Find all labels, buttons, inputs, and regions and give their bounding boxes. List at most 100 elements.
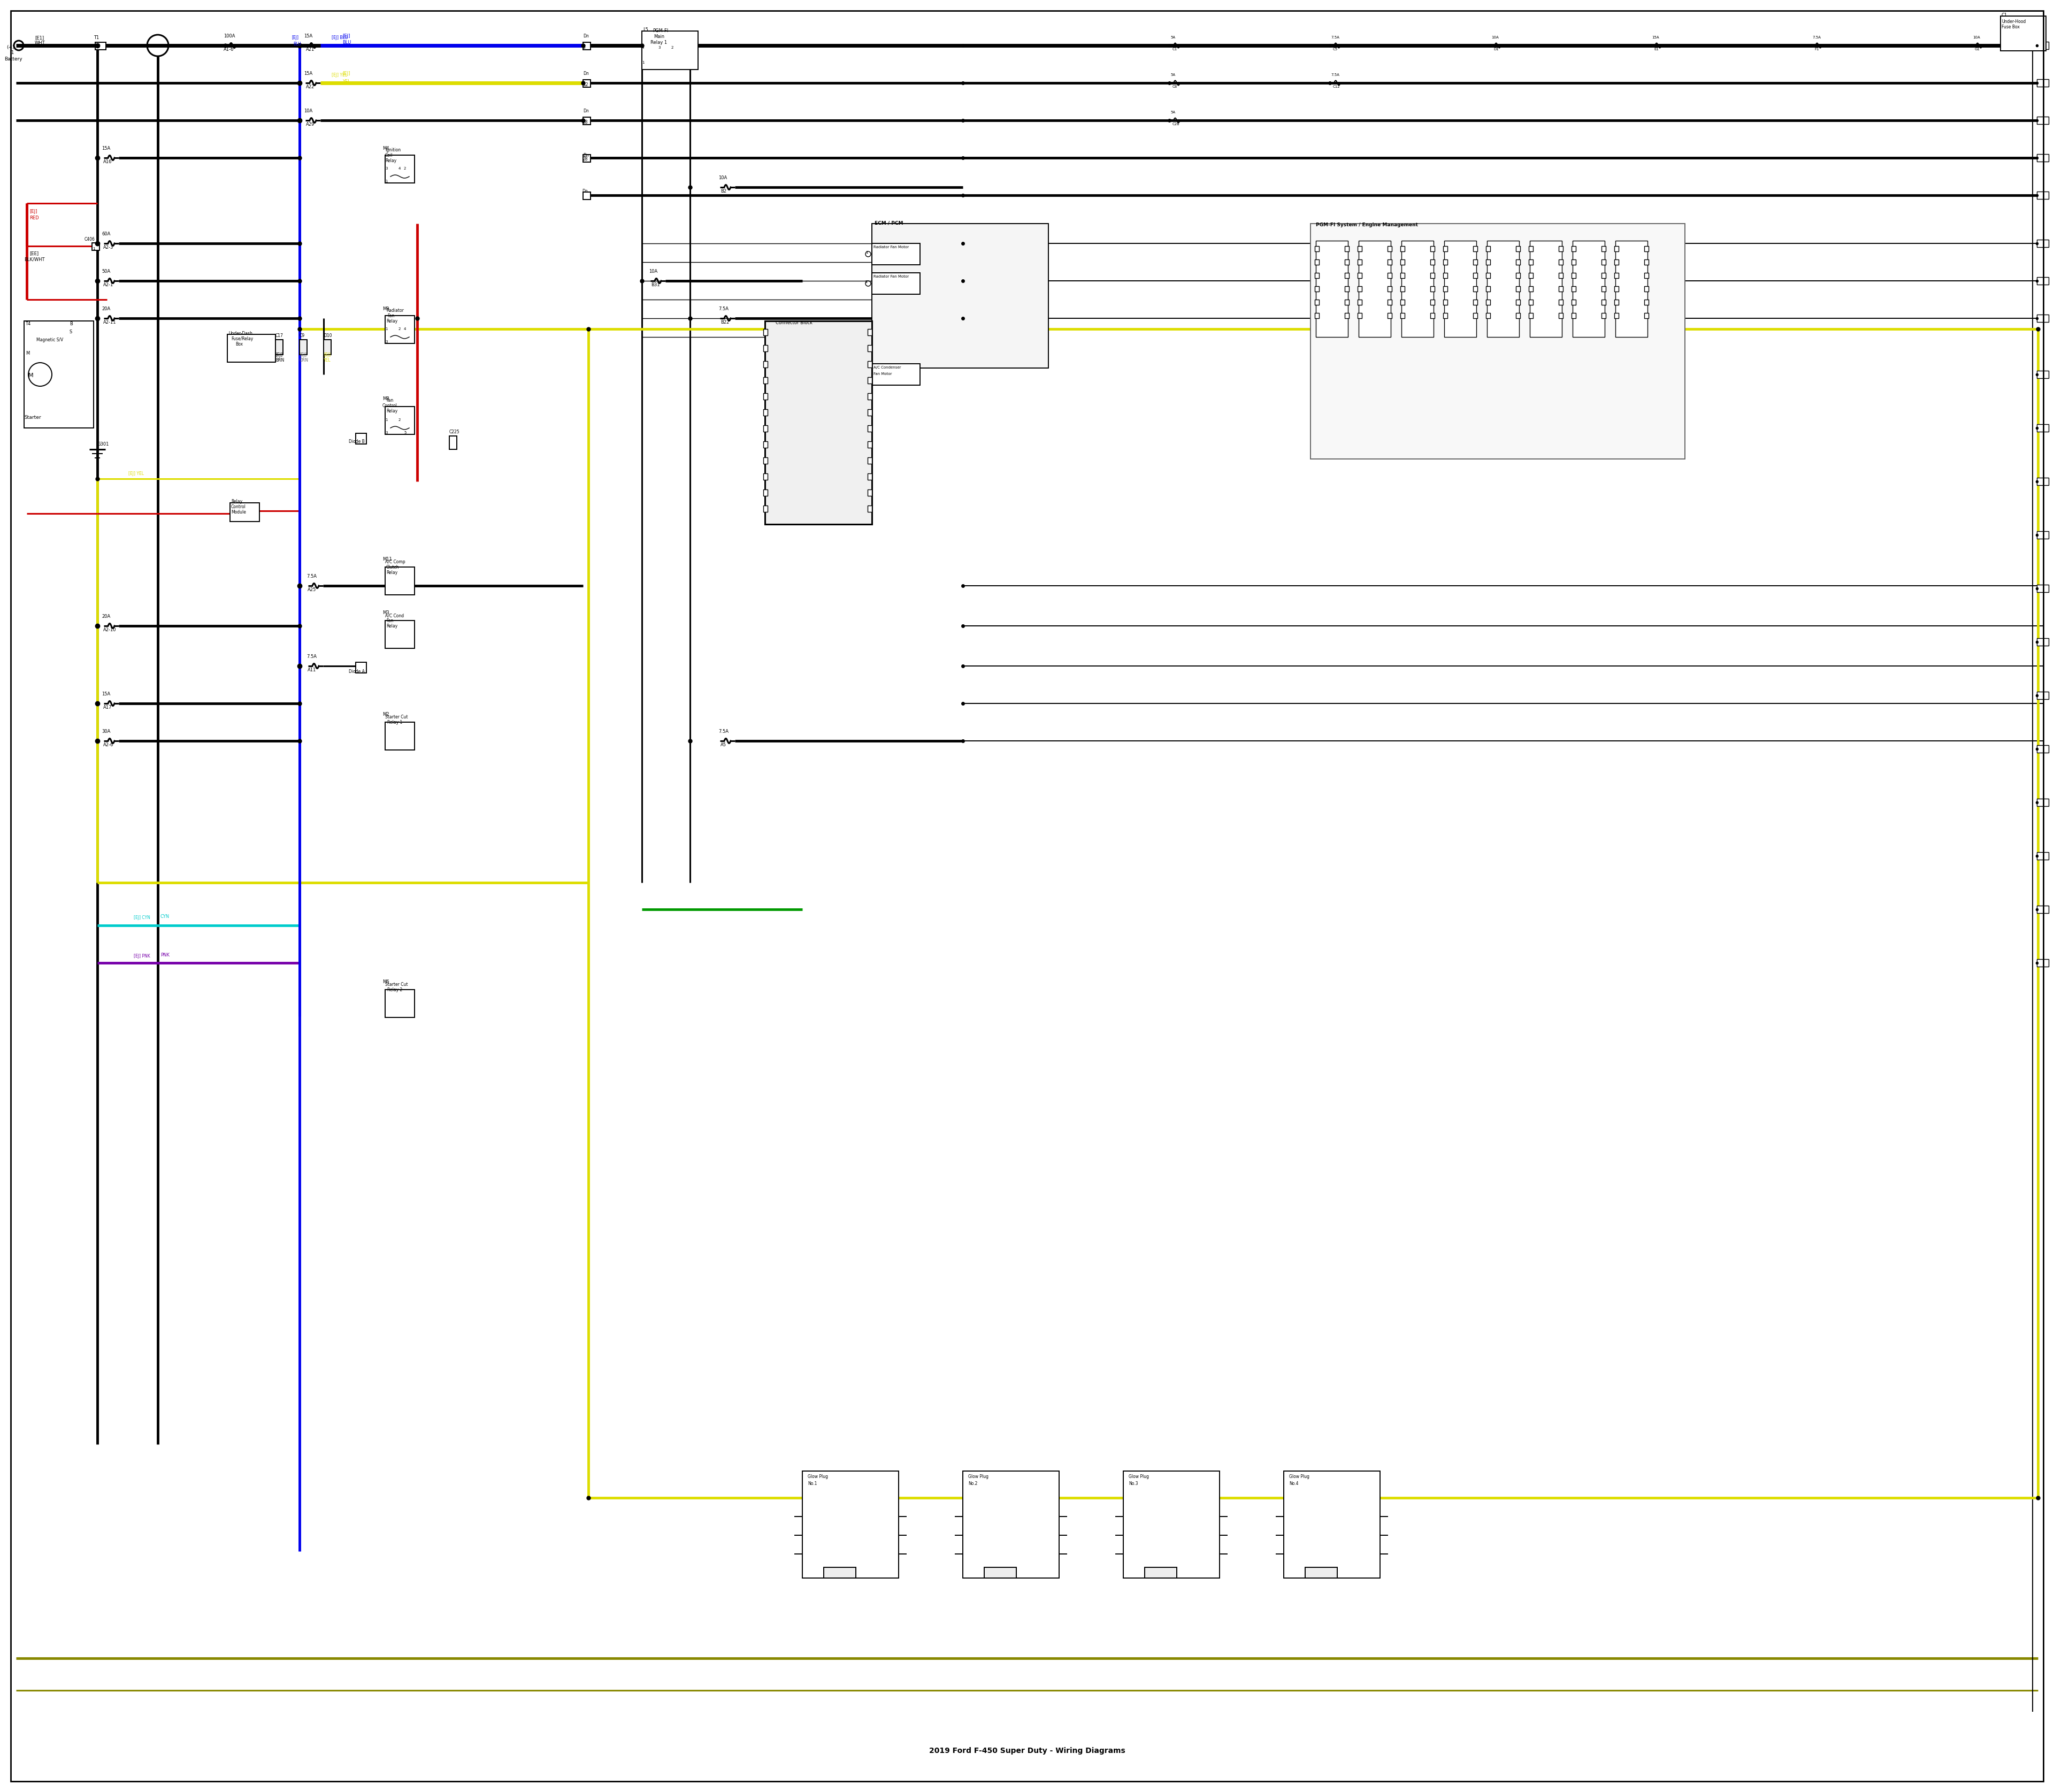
Bar	[1559, 260, 1563, 265]
Text: M2: M2	[382, 711, 388, 717]
Bar	[275, 340, 283, 355]
Text: 4: 4	[641, 47, 645, 48]
Text: 15A: 15A	[304, 34, 312, 38]
Text: BRN: BRN	[275, 358, 283, 362]
Text: 5A: 5A	[1171, 36, 1175, 39]
Text: C1: C1	[1173, 48, 1177, 50]
Bar	[1473, 299, 1477, 305]
Bar	[1358, 246, 1362, 251]
Bar	[871, 224, 1048, 367]
Text: 10A: 10A	[719, 176, 727, 181]
Text: 15A: 15A	[1651, 36, 1660, 39]
Text: 1: 1	[386, 328, 388, 330]
Text: Coil: Coil	[386, 152, 392, 158]
Bar	[1614, 246, 1619, 251]
Text: BLU: BLU	[294, 41, 300, 47]
Bar	[764, 376, 768, 383]
Text: 2019 Ford F-450 Super Duty - Wiring Diagrams: 2019 Ford F-450 Super Duty - Wiring Diag…	[928, 1747, 1126, 1754]
Bar	[1430, 260, 1434, 265]
Bar	[1614, 287, 1619, 292]
Bar	[1530, 240, 1561, 337]
Text: BLU: BLU	[343, 39, 351, 45]
Bar	[230, 504, 259, 521]
Bar	[1645, 314, 1649, 319]
Bar	[2038, 692, 2048, 699]
Text: Control: Control	[382, 403, 396, 409]
Bar	[867, 346, 871, 351]
Text: Fan: Fan	[388, 314, 394, 319]
Text: Control: Control	[230, 504, 246, 509]
Text: [EJ]: [EJ]	[343, 34, 349, 38]
Bar	[1284, 1471, 1380, 1579]
Text: 12: 12	[583, 82, 587, 88]
Text: Dn: Dn	[583, 109, 589, 113]
Text: 15A: 15A	[101, 145, 111, 151]
Text: M: M	[29, 373, 33, 378]
Bar	[1315, 246, 1319, 251]
Text: (+): (+)	[6, 45, 14, 50]
Text: CYN: CYN	[160, 914, 170, 919]
Bar	[764, 346, 768, 351]
Text: 1: 1	[94, 45, 99, 48]
Bar	[1401, 272, 1405, 278]
Text: 7.5A: 7.5A	[306, 573, 316, 579]
Text: [E1]: [E1]	[35, 36, 43, 39]
Bar	[2038, 425, 2048, 432]
Bar	[2038, 745, 2048, 753]
Text: A/C Condenser: A/C Condenser	[873, 366, 902, 369]
Text: Relay 2: Relay 2	[388, 987, 403, 993]
Bar	[867, 473, 871, 480]
Bar	[1124, 1471, 1220, 1579]
Bar	[2038, 41, 2048, 48]
Text: 15A: 15A	[101, 692, 111, 697]
Bar	[325, 340, 331, 355]
Bar	[1430, 314, 1434, 319]
Text: S: S	[70, 330, 72, 335]
Text: PGM-FI: PGM-FI	[653, 29, 668, 34]
Text: F1: F1	[1814, 48, 1820, 50]
Text: Relay 1: Relay 1	[388, 720, 403, 724]
Bar	[1571, 246, 1575, 251]
Bar	[1389, 272, 1393, 278]
Bar	[1485, 272, 1491, 278]
Bar	[1430, 246, 1434, 251]
Text: 7.5A: 7.5A	[306, 654, 316, 659]
Bar	[764, 425, 768, 432]
Bar	[386, 407, 415, 434]
Bar	[1645, 299, 1649, 305]
Text: 20A: 20A	[101, 615, 111, 618]
Text: Radiator: Radiator	[386, 308, 405, 314]
Bar	[1473, 260, 1477, 265]
Bar	[1528, 260, 1532, 265]
Text: Main: Main	[653, 34, 663, 39]
Bar	[386, 156, 415, 183]
Bar	[2038, 584, 2048, 591]
Bar	[1571, 314, 1575, 319]
Text: M4: M4	[382, 145, 388, 151]
Text: D10: D10	[325, 333, 333, 339]
Bar	[1389, 246, 1393, 251]
Text: 4: 4	[398, 167, 401, 170]
Bar	[1315, 260, 1319, 265]
Bar	[1485, 287, 1491, 292]
Text: 60A: 60A	[101, 231, 111, 237]
Bar	[1573, 240, 1604, 337]
Bar	[583, 79, 592, 88]
Text: [EJ]: [EJ]	[29, 210, 37, 213]
Bar	[1516, 272, 1520, 278]
Bar	[764, 392, 768, 400]
Text: BLK/WHT: BLK/WHT	[25, 258, 45, 262]
Text: A/C Comp: A/C Comp	[386, 559, 405, 564]
Text: 1: 1	[92, 247, 94, 251]
Bar	[1144, 1568, 1177, 1579]
Text: Radiator Fan Motor: Radiator Fan Motor	[873, 274, 908, 278]
Bar	[2038, 116, 2048, 124]
Bar	[94, 43, 107, 50]
Text: Battery: Battery	[4, 57, 23, 61]
Text: T4: T4	[25, 321, 31, 326]
Bar	[1528, 314, 1532, 319]
Text: A5: A5	[721, 742, 727, 747]
Text: 1: 1	[386, 179, 388, 183]
Bar	[1310, 224, 1684, 459]
Bar	[764, 360, 768, 367]
